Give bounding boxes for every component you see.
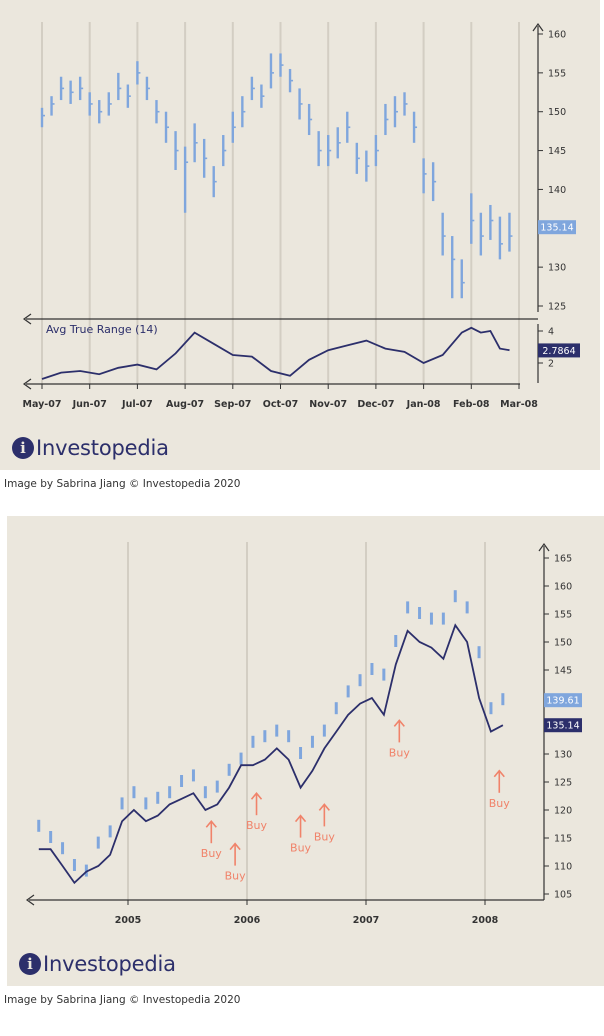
x-tick-label: 2008 (472, 915, 499, 926)
atr-tick-label: 2 (548, 359, 554, 370)
buy-label: Buy (389, 746, 411, 759)
buy-label: Buy (246, 819, 268, 832)
price-tick-label: 145 (554, 666, 572, 677)
atr-line (41, 326, 510, 380)
divider-arrow (22, 313, 32, 325)
price-tick-label: 165 (554, 554, 572, 565)
logo-text: Investopedia (36, 436, 169, 460)
buy-arrow-head (318, 803, 330, 811)
price-tick-label: 150 (548, 107, 566, 118)
price-axis-arrow (532, 22, 544, 32)
chart-panel-buy: 105110115120125130135140145150155160165B… (7, 516, 604, 986)
price-badge-dark (544, 718, 582, 733)
x-tick-label: Sep-07 (214, 399, 251, 410)
investopedia-logo-icon: i (19, 953, 41, 975)
x-tick-label: Nov-07 (309, 399, 347, 410)
price-tick-label: 125 (548, 302, 566, 313)
atr-badge-label: 2.7864 (542, 346, 575, 357)
x-tick-label: Aug-07 (166, 399, 204, 410)
price-badge-light (544, 693, 582, 708)
buy-label: Buy (489, 797, 511, 810)
x-tick-label: Dec-07 (357, 399, 394, 410)
x-tick-label: 2007 (353, 915, 379, 926)
price-tick-label: 140 (548, 185, 566, 196)
price-tick-label: 145 (548, 146, 566, 157)
price-line (38, 623, 504, 885)
price-badge-label: 135.14 (540, 223, 573, 234)
price-tick-label: 155 (548, 68, 566, 79)
buy-signal-chart: 105110115120125130135140145150155160165B… (25, 542, 582, 926)
x-tick-label: Jan-08 (406, 399, 441, 410)
x-tick-label: 2006 (234, 915, 261, 926)
price-tick-label: 160 (548, 30, 566, 41)
price-badge (538, 220, 576, 235)
image-caption: Image by Sabrina Jiang © Investopedia 20… (4, 478, 241, 490)
x-axis-arrow (22, 378, 32, 390)
atr-title: Avg True Range (14) (46, 323, 158, 336)
price-tick-label: 120 (554, 806, 572, 817)
price-tick-label: 125 (554, 778, 572, 789)
buy-label: Buy (225, 870, 247, 883)
buy-label: Buy (201, 847, 223, 860)
price-badge-light-label: 139.61 (546, 696, 579, 707)
price-tick-label: 130 (554, 750, 572, 761)
investopedia-logo-icon: i (12, 437, 34, 459)
x-tick-label: Jul-07 (121, 399, 153, 410)
price-tick-label: 155 (554, 610, 572, 621)
price-tick-label: 160 (554, 582, 572, 593)
x-tick-label: Mar-08 (500, 399, 538, 410)
x-tick-label: 2005 (115, 915, 141, 926)
x-tick-label: Feb-08 (453, 399, 490, 410)
buy-arrow-head (294, 814, 307, 823)
x-axis-arrow (25, 894, 35, 906)
price-tick-label: 150 (554, 638, 572, 649)
price-badge-dark-label: 135.14 (546, 721, 579, 732)
x-tick-label: May-07 (23, 399, 62, 410)
buy-arrow-head (493, 769, 505, 778)
x-tick-label: Oct-07 (263, 399, 298, 410)
price-tick-label: 105 (554, 890, 572, 901)
price-tick-label: 110 (554, 862, 572, 873)
investopedia-logo: i Investopedia (12, 436, 169, 460)
buy-label: Buy (290, 842, 312, 855)
logo-text: Investopedia (43, 952, 176, 976)
image-caption: Image by Sabrina Jiang © Investopedia 20… (4, 994, 241, 1006)
price-tick-label: 130 (548, 263, 566, 274)
buy-label: Buy (314, 830, 336, 843)
price-tick-label: 115 (554, 834, 572, 845)
atr-tick-label: 4 (548, 327, 554, 338)
buy-arrow-head (229, 842, 241, 851)
investopedia-logo: i Investopedia (19, 952, 176, 976)
buy-arrow-head (393, 719, 405, 727)
buy-arrow-head (205, 819, 217, 828)
x-tick-label: Jun-07 (72, 399, 107, 410)
price-axis-arrow (538, 542, 550, 552)
atr-badge (538, 343, 580, 358)
buy-arrow-head (250, 791, 263, 800)
